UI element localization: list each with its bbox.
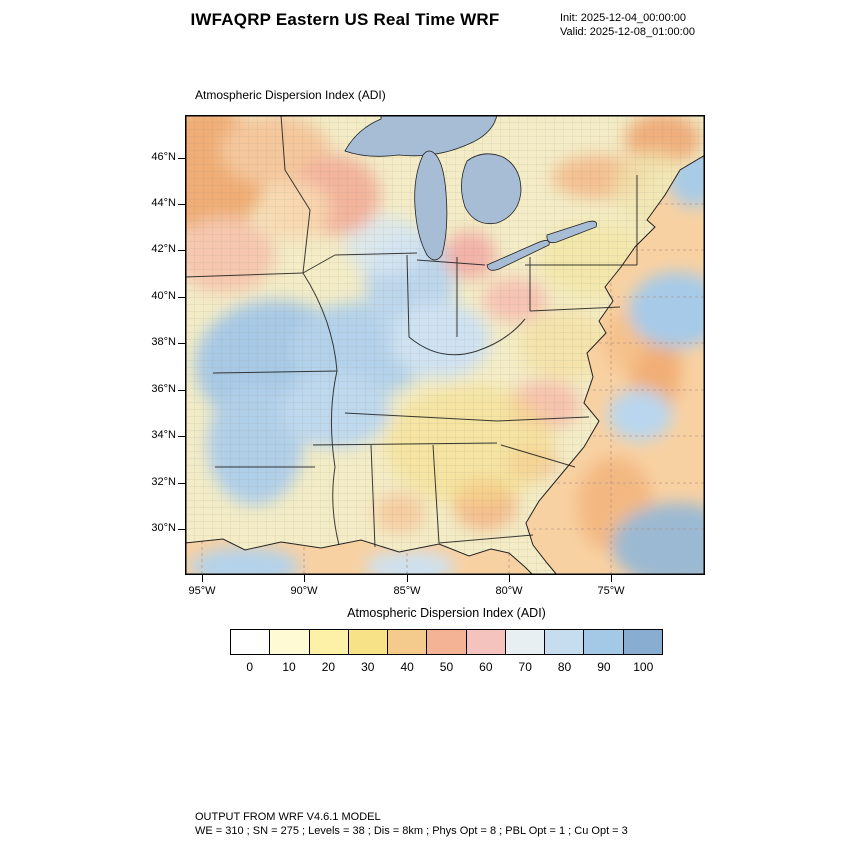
colorbar-swatch <box>623 630 662 654</box>
lat-tick-mark <box>178 390 185 391</box>
lat-tick-mark <box>178 250 185 251</box>
lon-tick-mark <box>304 575 305 582</box>
footer-line1: OUTPUT FROM WRF V4.6.1 MODEL <box>195 811 381 823</box>
colorbar-tick-label: 70 <box>518 660 532 674</box>
map-canvas <box>185 115 705 575</box>
lon-tick-mark <box>202 575 203 582</box>
state-borders <box>185 115 638 548</box>
colorbar-tick-label: 20 <box>321 660 336 674</box>
lat-tick-label: 38°N <box>151 336 176 348</box>
lat-tick-mark <box>178 297 185 298</box>
footer-line2: WE = 310 ; SN = 275 ; Levels = 38 ; Dis … <box>195 825 628 837</box>
lat-tick-label: 44°N <box>151 197 176 209</box>
page-title: IWFAQRP Eastern US Real Time WRF <box>190 10 500 29</box>
colorbar-swatch <box>231 630 271 654</box>
colorbar-swatch <box>584 630 624 654</box>
coastline <box>185 154 705 575</box>
colorbar-swatch <box>348 630 389 654</box>
lon-tick-mark <box>509 575 510 582</box>
colorbar-tick-label: 80 <box>557 660 572 674</box>
lon-tick-label: 75°W <box>597 585 625 597</box>
colorbar-tick-label: 60 <box>479 660 493 674</box>
lat-tick-mark <box>178 158 185 159</box>
colorbar-tick-label: 100 <box>633 660 654 674</box>
colorbar-tick-label: 90 <box>597 660 611 674</box>
lat-tick-mark <box>178 343 185 344</box>
lon-tick-label: 80°W <box>495 585 523 597</box>
lake-michigan <box>414 150 448 261</box>
lat-tick-label: 36°N <box>151 383 176 395</box>
init-time: Init: 2025-12-04_00:00:00 <box>560 12 686 24</box>
lake-huron <box>461 153 522 225</box>
lon-tick-label: 95°W <box>188 585 216 597</box>
colorbar-tick-label: 40 <box>400 660 414 674</box>
colorbar-swatch <box>427 630 467 654</box>
lat-tick-label: 46°N <box>151 151 176 163</box>
great-lakes <box>344 115 597 271</box>
lon-tick-label: 90°W <box>290 585 318 597</box>
colorbar-labels: 0 10 20 30 40 50 60 70 80 90 100 <box>230 660 663 674</box>
footer: OUTPUT FROM WRF V4.6.1 MODEL WE = 310 ; … <box>195 810 628 838</box>
colorbar-tick-label: 50 <box>439 660 454 674</box>
colorbar-tick-label: 0 <box>246 660 254 674</box>
lat-tick-mark <box>178 204 185 205</box>
colorbar-swatch <box>388 630 428 654</box>
lat-tick-mark <box>178 436 185 437</box>
lake-ontario <box>546 220 597 244</box>
colorbar-tick-label: 10 <box>282 660 296 674</box>
lon-tick-label: 85°W <box>393 585 421 597</box>
colorbar-swatch <box>270 630 310 654</box>
map-frame-border <box>185 115 705 575</box>
colorbar-swatch <box>309 630 349 654</box>
lon-tick-mark <box>611 575 612 582</box>
colorbar-tick-label: 30 <box>361 660 375 674</box>
lat-tick-label: 30°N <box>151 522 176 534</box>
lake-erie <box>486 240 550 271</box>
lake-superior <box>344 115 498 157</box>
valid-time: Valid: 2025-12-08_01:00:00 <box>560 26 695 38</box>
lat-tick-label: 34°N <box>151 429 176 441</box>
map-plot <box>185 115 705 575</box>
colorbar-swatch <box>545 630 585 654</box>
lon-tick-mark <box>407 575 408 582</box>
colorbar-swatch <box>505 630 546 654</box>
colorbar-title: Atmospheric Dispersion Index (ADI) <box>347 606 546 620</box>
colorbar <box>230 629 663 655</box>
run-info: Init: 2025-12-04_00:00:00 Valid: 2025-12… <box>560 11 695 39</box>
lat-tick-label: 42°N <box>151 243 176 255</box>
colorbar-swatch <box>466 630 506 654</box>
lat-tick-label: 32°N <box>151 476 176 488</box>
lat-tick-mark <box>178 529 185 530</box>
field-title: Atmospheric Dispersion Index (ADI) <box>195 88 386 102</box>
lat-tick-label: 40°N <box>151 290 176 302</box>
lat-tick-mark <box>178 483 185 484</box>
